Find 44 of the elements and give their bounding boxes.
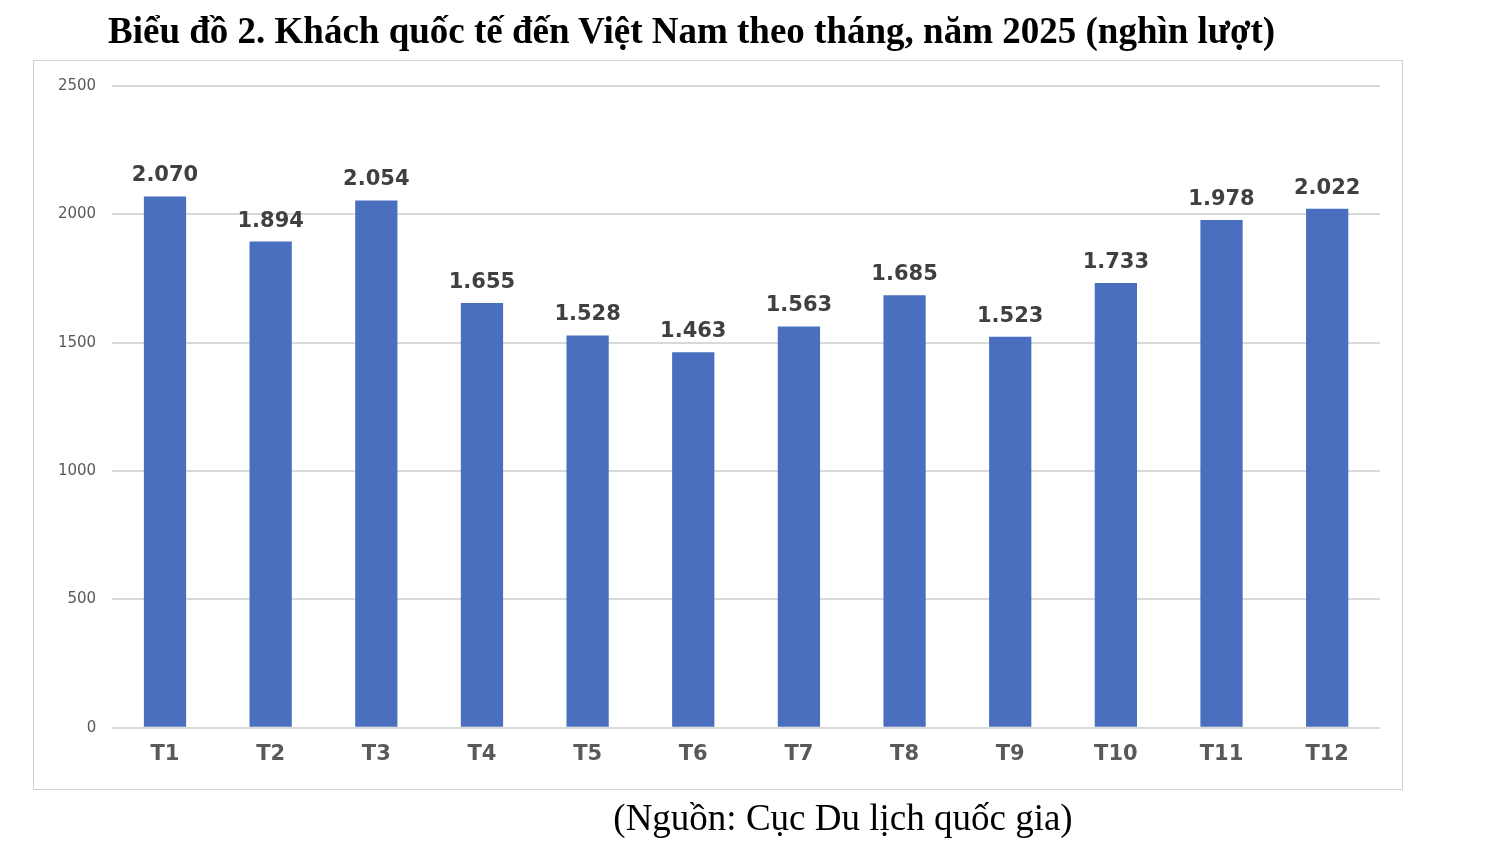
bar bbox=[1094, 282, 1137, 727]
x-tick-label: T4 bbox=[467, 740, 497, 765]
data-label: 2.054 bbox=[343, 166, 410, 191]
x-tick-label: T1 bbox=[150, 740, 180, 765]
x-tick-label: T5 bbox=[573, 740, 603, 765]
bar bbox=[777, 326, 821, 727]
data-label: 1.894 bbox=[237, 207, 304, 232]
chart-title: Biểu đồ 2. Khách quốc tế đến Việt Nam theo tháng, năm 2025 (nghìn lượt) bbox=[108, 9, 1277, 53]
x-tick-label: T8 bbox=[890, 740, 920, 765]
data-label: 1.733 bbox=[1082, 248, 1150, 273]
bar bbox=[249, 241, 292, 727]
bar bbox=[1200, 220, 1243, 727]
x-tick-label: T6 bbox=[678, 740, 708, 765]
text: (Nguồn: Cục Du lịch quốc gia) bbox=[612, 796, 1074, 839]
data-label: 1.978 bbox=[1188, 185, 1255, 210]
data-label: 1.655 bbox=[448, 268, 516, 293]
data-label: 2.070 bbox=[131, 162, 199, 187]
x-tick-label: T9 bbox=[995, 740, 1025, 765]
bar bbox=[143, 196, 187, 727]
data-label: 1.528 bbox=[554, 301, 621, 326]
y-tick-label: 2500 bbox=[57, 75, 97, 94]
data-label: 1.463 bbox=[660, 318, 727, 343]
y-tick-label: 1500 bbox=[57, 332, 97, 351]
data-label: 2.022 bbox=[1293, 174, 1361, 199]
x-tick-label: T11 bbox=[1199, 740, 1244, 765]
bar bbox=[672, 352, 715, 727]
x-tick-label: T3 bbox=[361, 740, 391, 765]
y-tick-label: 500 bbox=[67, 589, 97, 608]
data-label: 1.563 bbox=[765, 292, 833, 317]
bar bbox=[1306, 208, 1349, 727]
data-label: 1.523 bbox=[977, 302, 1044, 327]
x-tick-label: T7 bbox=[784, 740, 814, 765]
y-tick-label: 2000 bbox=[57, 204, 97, 223]
y-tick-label: 0 bbox=[86, 717, 97, 736]
x-tick-label: T12 bbox=[1305, 740, 1349, 765]
bar bbox=[566, 335, 609, 727]
bar bbox=[989, 336, 1032, 727]
x-tick-label: T10 bbox=[1094, 740, 1138, 765]
bar bbox=[355, 200, 398, 727]
y-tick-label: 1000 bbox=[57, 460, 97, 479]
bar bbox=[460, 302, 504, 727]
bar bbox=[883, 295, 926, 727]
x-tick-label: T2 bbox=[256, 740, 286, 765]
data-label: 1.685 bbox=[871, 261, 938, 286]
